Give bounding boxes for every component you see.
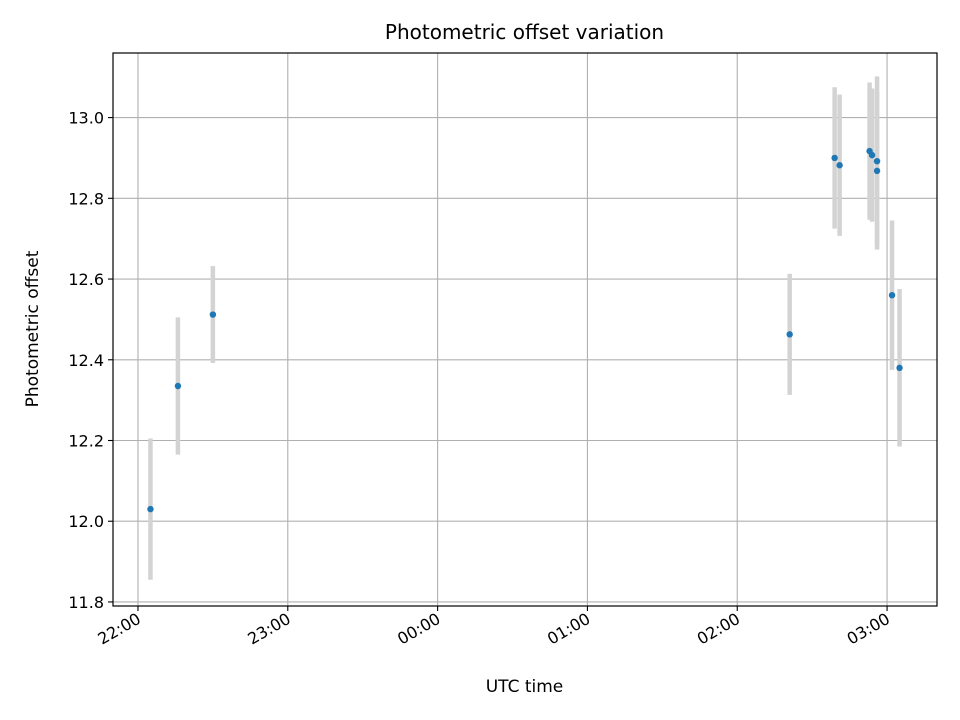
data-point: [831, 154, 838, 162]
y-axis-title: Photometric offset: [23, 250, 43, 407]
data-point: [836, 162, 843, 169]
y-tick-label: 12.8: [68, 189, 104, 208]
data-point: [888, 291, 896, 299]
y-tick-label: 12.2: [68, 432, 104, 451]
plot-frame: [112, 52, 938, 607]
data-point: [174, 382, 182, 390]
data-point: [873, 157, 881, 165]
y-tick-label: 13.0: [68, 109, 104, 128]
data-points: [147, 147, 903, 513]
y-tick-label: 11.8: [68, 593, 104, 612]
data-point: [786, 331, 793, 338]
y-tick-label: 12.6: [68, 270, 104, 289]
data-point: [868, 151, 876, 159]
y-tick-label: 12.4: [68, 351, 104, 370]
chart-title: Photometric offset variation: [385, 20, 664, 44]
y-axis: 11.8 12.0 12.2 12.4 12.6 12.8 13.0: [68, 109, 113, 612]
data-point: [209, 311, 217, 318]
data-point: [873, 167, 881, 175]
data-point: [147, 505, 154, 513]
y-tick-label: 12.0: [68, 512, 104, 531]
data-point: [896, 364, 903, 372]
grid: [113, 53, 937, 606]
x-axis-title: UTC time: [486, 677, 564, 697]
